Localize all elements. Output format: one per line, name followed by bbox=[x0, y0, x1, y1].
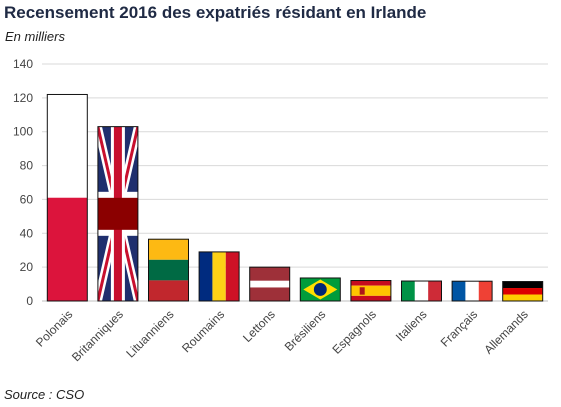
y-tick-label: 40 bbox=[20, 226, 34, 240]
y-tick-label: 100 bbox=[13, 125, 33, 139]
bar bbox=[97, 126, 139, 302]
y-tick-label: 20 bbox=[20, 260, 34, 274]
chart-subtitle: En milliers bbox=[5, 29, 65, 44]
bar bbox=[148, 238, 189, 302]
x-category-label: Espagnols bbox=[329, 307, 379, 357]
bar-outline bbox=[46, 93, 88, 302]
bar bbox=[451, 280, 493, 302]
y-tick-label: 140 bbox=[13, 57, 33, 71]
source-note: Source : CSO bbox=[4, 387, 85, 402]
bar-outline bbox=[451, 280, 493, 302]
bar-outline bbox=[249, 266, 291, 302]
x-category-label: Polonais bbox=[33, 307, 75, 349]
y-tick-label: 80 bbox=[20, 159, 34, 173]
bar-outline bbox=[350, 280, 392, 302]
chart-title: Recensement 2016 des expatriés résidant … bbox=[4, 3, 427, 22]
bar bbox=[350, 280, 392, 302]
bar bbox=[401, 280, 442, 302]
bar-outline bbox=[198, 251, 240, 302]
x-category-label: Roumains bbox=[179, 307, 227, 355]
bar bbox=[249, 266, 291, 302]
bar bbox=[46, 93, 88, 302]
y-tick-label: 60 bbox=[20, 192, 34, 206]
y-tick-label: 0 bbox=[26, 294, 33, 308]
x-category-label: Français bbox=[438, 307, 480, 349]
bar bbox=[299, 277, 341, 302]
x-category-label: Brésiliens bbox=[282, 307, 329, 354]
bar-outline bbox=[502, 281, 544, 302]
bar bbox=[502, 281, 544, 302]
y-tick-label: 120 bbox=[13, 91, 33, 105]
x-category-label: Lettons bbox=[240, 307, 278, 345]
bar bbox=[198, 251, 240, 302]
bar-outline bbox=[97, 126, 139, 302]
x-category-label: Allemands bbox=[481, 307, 531, 357]
x-category-label: Italiens bbox=[393, 307, 430, 344]
x-category-label: Lituanniens bbox=[123, 307, 176, 360]
bar-outline bbox=[299, 277, 341, 302]
x-category-label: Britanniques bbox=[69, 307, 126, 364]
bar-outline bbox=[148, 238, 189, 302]
bar-outline bbox=[401, 280, 442, 302]
